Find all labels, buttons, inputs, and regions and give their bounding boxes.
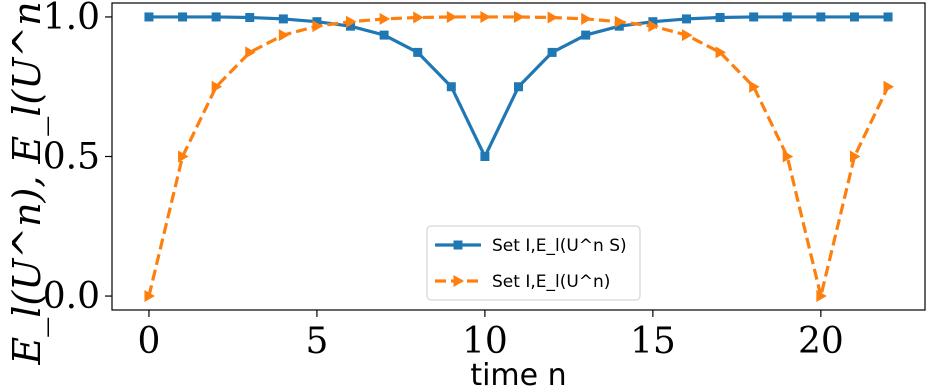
data-point <box>514 82 523 92</box>
data-point <box>245 46 256 59</box>
data-point <box>715 46 727 59</box>
y-tick-label: 1.0 <box>43 0 100 38</box>
data-point <box>749 80 760 93</box>
x-axis-ticks: 0 5 10 15 20 <box>138 310 844 362</box>
legend-entry: Set I,E_l(U^n S) <box>435 236 627 256</box>
legend-marker-swatch <box>453 275 464 287</box>
data-point <box>312 17 322 27</box>
legend-entry: Set I,E_l(U^n) <box>435 272 610 292</box>
data-point <box>211 12 221 22</box>
data-point <box>514 10 525 23</box>
y-tick-label: 0.5 <box>43 137 100 178</box>
data-point <box>581 12 592 25</box>
data-point <box>245 13 255 23</box>
data-point <box>883 80 895 93</box>
data-point <box>715 13 725 23</box>
data-point <box>211 80 223 93</box>
x-tick-label: 5 <box>305 321 328 362</box>
data-point <box>547 11 559 24</box>
x-tick-label: 10 <box>462 321 508 362</box>
data-point <box>346 15 357 28</box>
data-point <box>379 12 391 25</box>
data-point <box>178 12 188 22</box>
data-point <box>480 152 490 161</box>
data-point <box>413 47 423 57</box>
x-tick-label: 0 <box>138 321 161 362</box>
data-point <box>346 21 356 31</box>
data-point <box>278 14 288 24</box>
data-point <box>681 29 693 42</box>
data-point <box>681 14 691 24</box>
series-2 <box>144 10 895 303</box>
legend-label: Set I,E_l(U^n S) <box>492 236 627 256</box>
data-point <box>446 82 456 92</box>
data-point <box>883 12 893 22</box>
data-point <box>648 20 659 33</box>
series-1 <box>144 12 893 161</box>
legend-marker-swatch <box>453 240 463 250</box>
data-point <box>379 30 389 40</box>
data-point <box>782 150 794 163</box>
x-axis-label: time n <box>470 358 566 392</box>
data-point <box>178 150 189 163</box>
data-point <box>614 15 626 28</box>
y-tick-label: 0.0 <box>43 276 100 317</box>
x-tick-label: 15 <box>630 321 676 362</box>
data-point <box>581 30 591 40</box>
y-axis-ticks: 0.0 0.5 1.0 <box>43 0 112 317</box>
series-line <box>147 15 890 298</box>
data-point <box>614 21 624 31</box>
data-point <box>413 11 424 24</box>
y-axis-label: E_l(U^n), E_l(U^n S) <box>5 0 50 366</box>
data-point <box>816 290 827 303</box>
data-point <box>849 12 859 22</box>
data-point <box>446 10 458 23</box>
data-point <box>648 17 658 27</box>
data-point <box>278 29 290 42</box>
data-point <box>547 47 557 57</box>
x-tick-label: 20 <box>798 321 844 362</box>
data-point <box>749 12 759 22</box>
series-layer <box>144 10 895 303</box>
data-point <box>816 12 826 22</box>
data-point <box>782 12 792 22</box>
data-point <box>849 150 861 163</box>
legend-label: Set I,E_l(U^n) <box>492 272 610 292</box>
data-point <box>144 290 155 303</box>
data-point <box>312 20 323 33</box>
data-point <box>144 12 154 22</box>
data-point <box>480 10 491 23</box>
legend: Set I,E_l(U^n S) Set I,E_l(U^n) <box>426 225 641 301</box>
